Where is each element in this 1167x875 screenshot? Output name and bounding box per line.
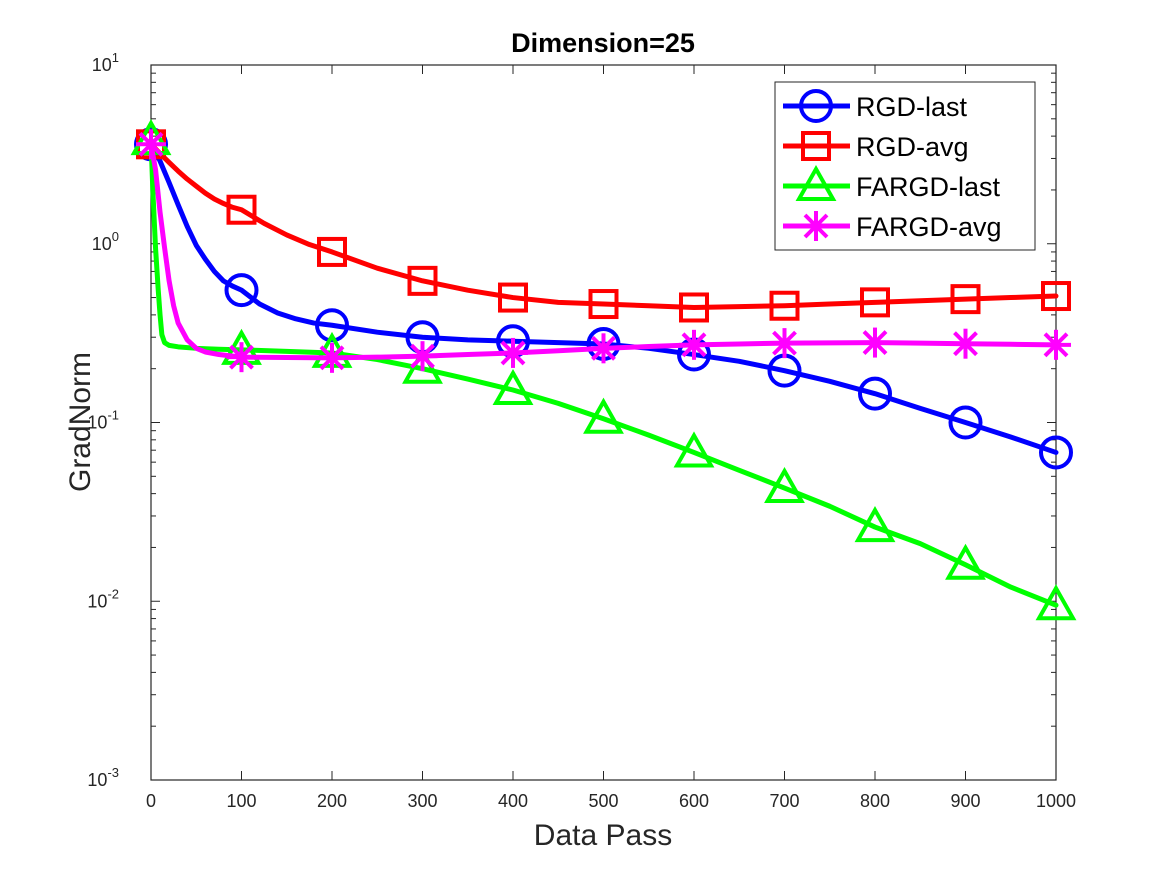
series-marker-fargd-avg-stroke: [229, 344, 254, 370]
series-marker-fargd-avg: [1041, 329, 1071, 360]
legend-item-rgd-avg: RGD-avg: [783, 131, 969, 162]
series-marker-fargd-avg-stroke: [1043, 332, 1069, 358]
x-tick-label: 200: [317, 791, 347, 811]
series-group: [130, 119, 1077, 621]
series-line-rgd-avg: [148, 141, 1059, 310]
series-marker-rgd-avg: [498, 282, 528, 313]
y-axis-label: GradNorm: [64, 352, 97, 492]
series-marker-fargd-avg-stroke: [500, 340, 526, 366]
legend-marker-fargd-avg: [801, 211, 831, 241]
x-tick-label: 300: [407, 791, 437, 811]
series-marker-rgd-avg: [769, 290, 800, 321]
legend: RGD-last RGD-avg FARGD-last FARGD-avg: [774, 81, 1036, 251]
legend-item-rgd-last: RGD-last: [783, 89, 968, 123]
series-marker-rgd-avg: [588, 289, 619, 320]
series-marker-fargd-avg: [860, 327, 890, 358]
legend-item-fargd-last: FARGD-last: [783, 164, 1001, 202]
x-tick-label: 500: [588, 791, 618, 811]
series-marker-rgd-avg: [407, 265, 438, 296]
y-tick-base: 10: [87, 413, 107, 433]
legend-label-rgd-avg: RGD-avg: [856, 132, 969, 162]
x-tick-label: 900: [950, 791, 980, 811]
chart-title: Dimension=25: [511, 28, 695, 58]
series-line-fargd-avg: [148, 141, 1059, 361]
series-marker-fargd-avg: [226, 342, 257, 373]
series-marker-fargd-last: [673, 431, 715, 468]
series-marker-rgd-avg: [317, 236, 347, 267]
series-marker-fargd-avg-stroke: [862, 330, 888, 355]
y-tick-exponent: 0: [112, 229, 119, 244]
legend-label-fargd-avg: FARGD-avg: [856, 212, 1002, 242]
x-tick-label: 100: [226, 791, 256, 811]
series-marker-rgd-last: [948, 405, 983, 440]
legend-label-fargd-last: FARGD-last: [856, 172, 1001, 202]
series-marker-fargd-avg-stroke: [591, 335, 616, 361]
series-marker-fargd-avg: [769, 328, 800, 359]
y-tick-label: 10-3: [87, 765, 119, 790]
y-tick-label: 10-1: [87, 408, 119, 433]
y-tick-base: 10: [92, 234, 112, 254]
series-marker-fargd-last: [945, 543, 986, 580]
y-tick-exponent: -3: [107, 765, 119, 780]
y-tick-base: 10: [87, 770, 107, 790]
series-fargd-avg: [136, 129, 1071, 373]
series-marker-fargd-avg: [136, 129, 166, 160]
series-marker-fargd-last: [764, 466, 805, 504]
series-marker-fargd-last: [583, 397, 624, 434]
series-marker-fargd-last: [492, 368, 534, 405]
y-tick-label: 10-2: [87, 586, 119, 611]
series-marker-rgd-last: [1039, 435, 1073, 470]
series-marker-fargd-avg-stroke: [772, 330, 797, 356]
series-marker-rgd-avg: [860, 287, 890, 318]
series-marker-rgd-last: [315, 308, 349, 343]
y-tick-base: 10: [92, 55, 112, 75]
series-marker-fargd-avg: [679, 329, 709, 360]
x-tick-label: 1000: [1036, 791, 1076, 811]
legend-marker-fargd-last: [795, 164, 837, 201]
series-line-fargd-last: [148, 137, 1059, 608]
legend-marker-fargd-avg-stroke: [803, 213, 829, 239]
series-marker-rgd-avg: [679, 292, 709, 323]
series-marker-rgd-avg: [226, 194, 257, 225]
y-tick-base: 10: [87, 591, 107, 611]
series-marker-rgd-last: [858, 376, 892, 411]
series-marker-rgd-avg: [1041, 281, 1071, 312]
x-axis-label: Data Pass: [534, 819, 672, 852]
series-marker-fargd-avg: [950, 328, 981, 359]
y-tick-label: 100: [92, 229, 119, 254]
x-tick-label: 400: [498, 791, 528, 811]
series-rgd-avg: [136, 129, 1071, 323]
x-tick-label: 800: [860, 791, 890, 811]
y-tick-exponent: 1: [112, 50, 119, 65]
axis-ticks: 0 100 200 300 400 500 600 700 800 900 100010-310-2…: [87, 50, 1076, 811]
series-marker-fargd-avg-stroke: [138, 131, 164, 157]
series-marker-fargd-avg-stroke: [953, 331, 978, 357]
legend-label-rgd-last: RGD-last: [856, 92, 968, 122]
series-line-rgd-last: [148, 141, 1059, 455]
series-marker-fargd-avg-stroke: [681, 332, 707, 358]
series-marker-fargd-last: [1035, 584, 1077, 621]
x-tick-label: 600: [679, 791, 709, 811]
y-tick-exponent: -2: [107, 586, 119, 601]
x-tick-label: 700: [769, 791, 799, 811]
series-marker-rgd-last: [224, 273, 259, 308]
series-marker-fargd-avg: [317, 342, 347, 373]
x-tick-label: 0: [146, 791, 156, 811]
series-marker-fargd-avg-stroke: [319, 345, 345, 371]
series-marker-fargd-last: [854, 506, 896, 543]
y-tick-exponent: -1: [107, 408, 119, 423]
series-marker-fargd-avg: [588, 333, 619, 364]
legend-marker-rgd-last: [799, 89, 833, 123]
series-marker-fargd-avg-stroke: [410, 343, 435, 369]
series-marker-rgd-avg: [950, 284, 981, 315]
legend-marker-rgd-avg: [801, 131, 831, 161]
series-marker-fargd-avg: [498, 337, 528, 368]
y-tick-label: 101: [92, 50, 119, 75]
legend-item-fargd-avg: FARGD-avg: [783, 211, 1002, 242]
series-marker-fargd-avg: [407, 341, 438, 372]
